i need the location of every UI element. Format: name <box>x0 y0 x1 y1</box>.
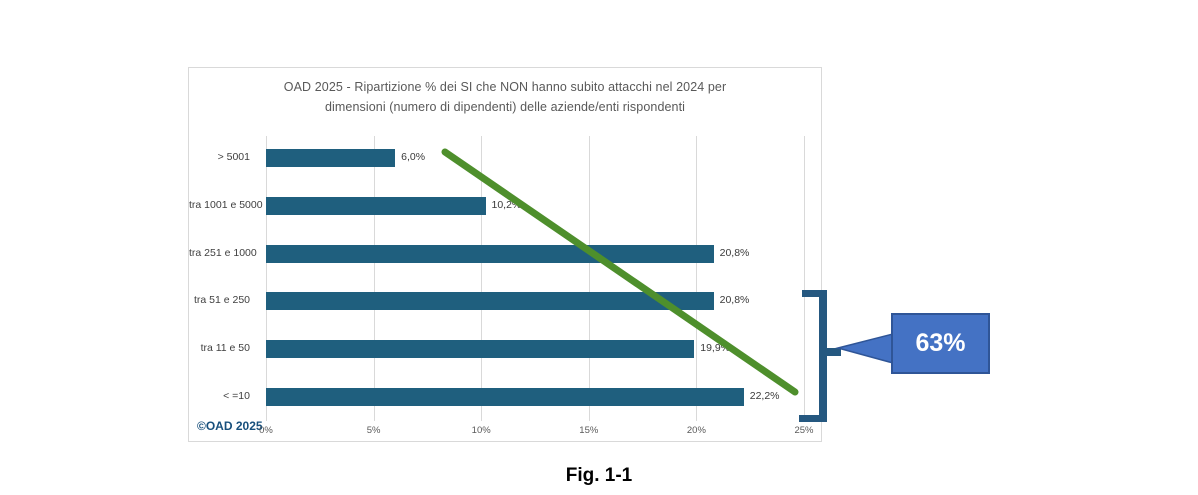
bar-5 <box>266 340 695 359</box>
bar-value-label: 10,2% <box>491 198 522 211</box>
category-label: tra 51 e 250 <box>193 294 250 307</box>
gridline <box>481 136 483 421</box>
x-tick-label: 10% <box>471 425 491 436</box>
gridline <box>696 136 698 421</box>
category-label: < =10 <box>223 390 250 402</box>
gridline <box>588 136 590 421</box>
x-tick-label: 25% <box>794 425 814 436</box>
bar-2 <box>266 196 486 215</box>
gridline <box>804 136 805 421</box>
chart-title: OAD 2025 - Ripartizione % dei SI che NON… <box>283 80 727 114</box>
x-tick-label: 5% <box>366 425 381 436</box>
callout-tail <box>835 333 894 364</box>
category-label: tra 251 e 1000 <box>189 246 257 259</box>
bar-1 <box>266 149 396 167</box>
plot-area: 6,0% 10,2% 20,8% 20,8% 19,9% 22,2% <box>266 136 805 421</box>
bar-value-label: 19,9% <box>700 342 731 355</box>
bar-3 <box>266 244 714 263</box>
gridline <box>373 136 375 421</box>
category-label: > 5001 <box>217 151 250 163</box>
callout-63pct: 63% <box>891 313 990 374</box>
gridline <box>266 136 267 421</box>
category-label: tra 1001 e 5000 <box>189 198 263 211</box>
bar-6 <box>266 388 744 406</box>
bar-value-label: 20,8% <box>719 294 750 307</box>
x-tick-label: 0% <box>259 425 273 436</box>
category-label: tra 11 e 50 <box>200 342 250 355</box>
copyright-watermark: ©OAD 2025 <box>197 419 263 433</box>
bar-value-label: 22,2% <box>749 390 780 402</box>
x-tick-label: 15% <box>579 425 599 436</box>
bar-value-label: 20,8% <box>719 246 750 259</box>
bar-value-label: 6,0% <box>401 151 426 163</box>
bar-4 <box>266 292 714 311</box>
figure-caption: Fig. 1-1 <box>565 465 633 486</box>
chart-panel: OAD 2025 - Ripartizione % dei SI che NON… <box>188 67 822 442</box>
callout-label: 63% <box>915 329 966 357</box>
x-tick-label: 20% <box>686 425 706 436</box>
